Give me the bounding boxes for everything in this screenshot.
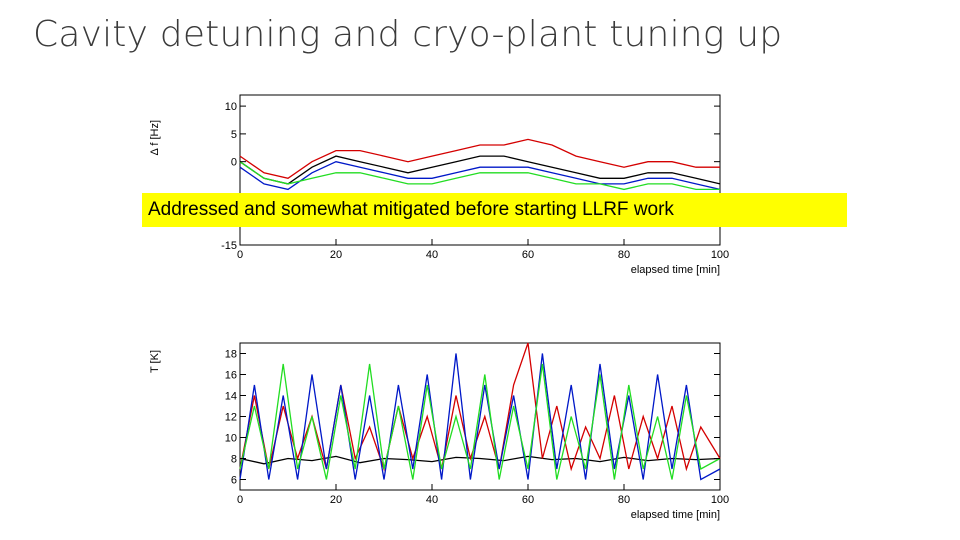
x-axis-label: elapsed time [min] (631, 264, 720, 276)
x-tick-label: 60 (522, 494, 534, 506)
x-tick-label: 0 (237, 494, 243, 506)
plot-frame (239, 94, 721, 246)
y-tick-label: 14 (225, 391, 237, 403)
y-axis-label: Δ f [Hz] (149, 120, 161, 155)
series-line-1 (239, 138, 720, 179)
series-line-0 (239, 155, 721, 185)
temperature-chart: 0 20 40 60 80 100 6 8 10 12 14 16 18 elapsed time [mi… (149, 342, 729, 521)
series-line-0 (239, 455, 721, 465)
y-tick-label: 10 (225, 433, 237, 445)
x-tick-label: 80 (618, 494, 630, 506)
x-tick-label: 60 (522, 249, 534, 261)
y-tick-label: 16 (225, 370, 237, 382)
series-line-2 (239, 353, 721, 481)
x-tick-label: 20 (330, 494, 342, 506)
y-tick-label: 0 (231, 157, 237, 169)
x-tick-label: 40 (426, 494, 438, 506)
y-tick-label: 12 (225, 412, 237, 424)
x-tick-label: 100 (711, 249, 729, 261)
x-tick-label: 40 (426, 249, 438, 261)
x-tick-label: 80 (618, 249, 630, 261)
series-line-3 (239, 161, 720, 191)
y-tick-label: 6 (231, 475, 237, 487)
y-tick-label: 8 (231, 454, 237, 466)
slide-title: Cavity detuning and cryo-plant tuning up (33, 14, 783, 55)
x-tick-label: 100 (711, 494, 729, 506)
y-tick-label: 5 (231, 129, 237, 141)
series-line-1 (239, 342, 721, 472)
y-tick-label: -15 (221, 240, 237, 252)
x-axis-label: elapsed time [min] (631, 509, 720, 521)
series-line-3 (239, 363, 721, 480)
callout-banner: Addressed and somewhat mitigated before … (142, 193, 847, 227)
series-line-2 (239, 161, 721, 191)
y-axis-label: T [K] (149, 350, 161, 373)
x-tick-label: 0 (237, 249, 243, 261)
y-tick-label: 10 (225, 101, 237, 113)
x-tick-label: 20 (330, 249, 342, 261)
y-tick-label: 18 (225, 349, 237, 361)
